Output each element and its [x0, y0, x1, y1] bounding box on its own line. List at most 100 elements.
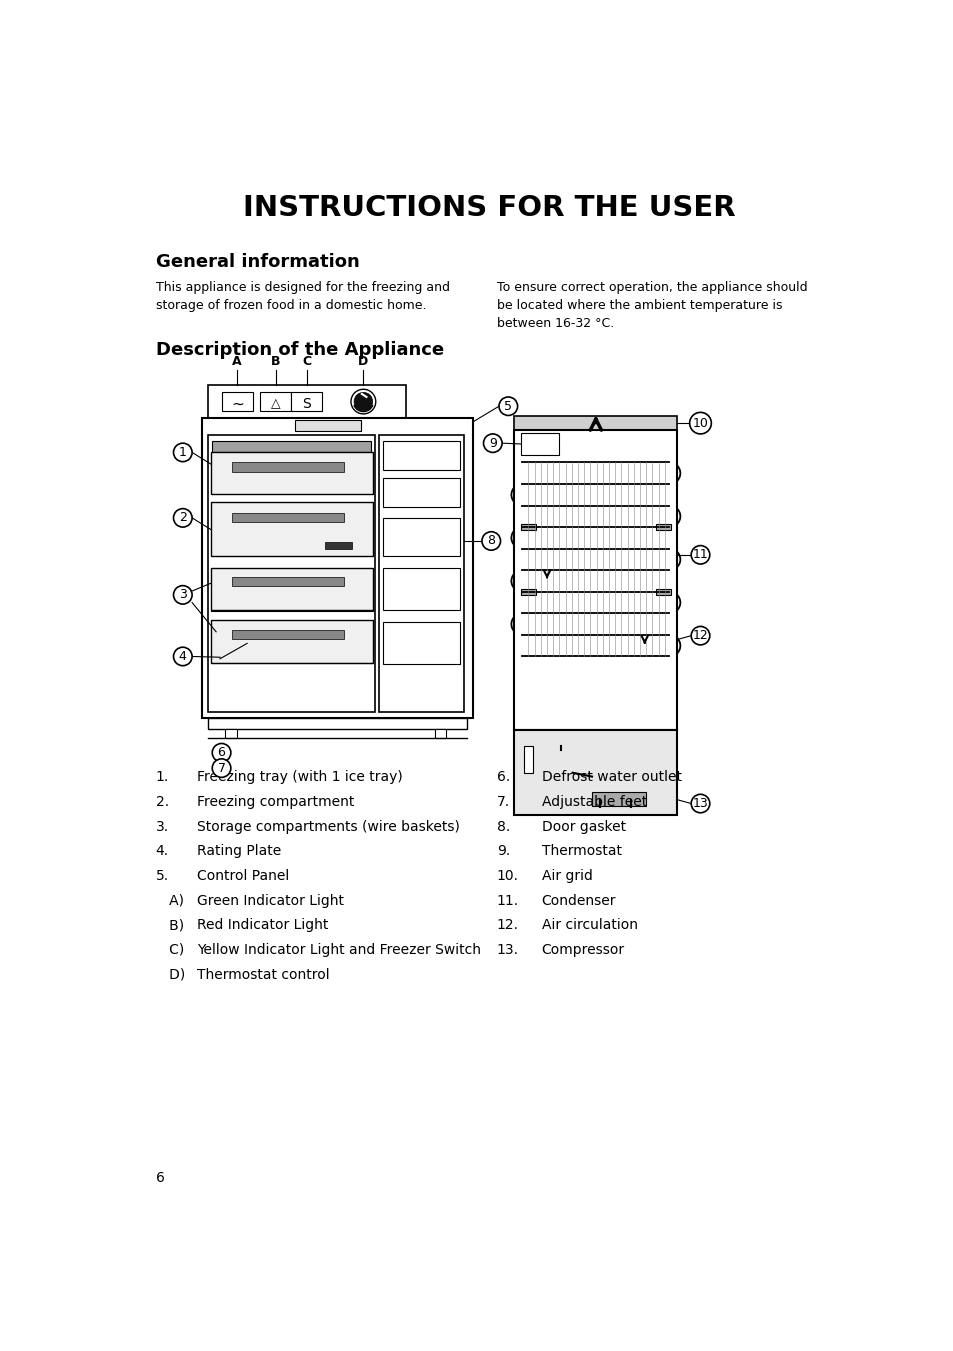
Bar [294, 420, 360, 431]
Text: △: △ [271, 397, 280, 411]
Text: Description of the Appliance: Description of the Appliance [155, 340, 443, 359]
Bar [514, 430, 677, 731]
Ellipse shape [590, 750, 639, 796]
Circle shape [689, 412, 711, 434]
Circle shape [498, 397, 517, 416]
Text: 2: 2 [178, 512, 187, 524]
Text: 1: 1 [178, 446, 187, 459]
Circle shape [173, 585, 192, 604]
Text: 4.: 4. [155, 844, 169, 858]
Text: 13: 13 [692, 797, 708, 811]
Text: Condenser: Condenser [541, 893, 616, 908]
Circle shape [481, 532, 500, 550]
Text: Thermostat control: Thermostat control [196, 967, 329, 982]
Bar [208, 385, 406, 417]
Text: D): D) [155, 967, 185, 982]
Bar [291, 392, 322, 411]
Text: 10.: 10. [497, 869, 518, 884]
Text: 5.: 5. [155, 869, 169, 884]
Bar [232, 462, 344, 471]
Text: Defrost water outlet: Defrost water outlet [541, 770, 680, 785]
Text: Door gasket: Door gasket [541, 820, 625, 834]
Text: 4: 4 [178, 650, 187, 663]
Text: 5: 5 [504, 400, 512, 412]
Text: 3: 3 [178, 588, 187, 601]
Bar [208, 435, 375, 712]
Text: 6.: 6. [497, 770, 510, 785]
Text: D: D [358, 355, 368, 369]
Circle shape [173, 508, 192, 527]
Text: Control Panel: Control Panel [196, 869, 289, 884]
Bar [260, 392, 291, 411]
Text: 8.: 8. [497, 820, 510, 834]
Text: INSTRUCTIONS FOR THE USER: INSTRUCTIONS FOR THE USER [242, 195, 735, 223]
Circle shape [173, 443, 192, 462]
Text: A: A [232, 355, 242, 369]
Bar [208, 719, 467, 728]
Bar [382, 567, 459, 611]
Bar [211, 451, 373, 494]
Text: 2.: 2. [155, 794, 169, 809]
Bar [520, 589, 536, 594]
Text: 3.: 3. [155, 820, 169, 834]
Text: 6: 6 [217, 746, 225, 759]
Bar [211, 567, 373, 611]
Text: C): C) [155, 943, 184, 957]
Bar [382, 478, 459, 507]
Text: General information: General information [155, 253, 359, 272]
Text: 12: 12 [692, 630, 708, 642]
Bar [655, 589, 670, 594]
Text: Air grid: Air grid [541, 869, 592, 884]
Text: ~: ~ [232, 396, 244, 412]
Bar [212, 440, 371, 451]
Bar [324, 543, 352, 549]
Bar [202, 417, 473, 719]
Bar [232, 577, 344, 586]
Text: Yellow Indicator Light and Freezer Switch: Yellow Indicator Light and Freezer Switc… [196, 943, 480, 957]
Bar [382, 440, 459, 470]
Bar [211, 503, 373, 557]
Text: Freezing compartment: Freezing compartment [196, 794, 354, 809]
Text: 8: 8 [487, 535, 495, 547]
Text: 13.: 13. [497, 943, 518, 957]
Text: Thermostat: Thermostat [541, 844, 621, 858]
Text: 9.: 9. [497, 844, 510, 858]
Bar [523, 746, 533, 773]
Circle shape [691, 627, 709, 644]
Bar [222, 392, 253, 411]
Text: C: C [302, 355, 311, 369]
Circle shape [351, 389, 375, 413]
Bar [225, 728, 236, 738]
Text: 1.: 1. [155, 770, 169, 785]
Circle shape [691, 546, 709, 565]
Text: Rating Plate: Rating Plate [196, 844, 281, 858]
Text: 6: 6 [155, 1171, 164, 1185]
Circle shape [483, 434, 501, 453]
Text: Red Indicator Light: Red Indicator Light [196, 919, 328, 932]
Text: 10: 10 [692, 416, 708, 430]
Circle shape [691, 794, 709, 813]
Bar [211, 620, 373, 662]
Bar [520, 434, 558, 455]
Text: Air circulation: Air circulation [541, 919, 637, 932]
Text: 11.: 11. [497, 893, 518, 908]
Bar [382, 517, 459, 557]
Text: S: S [302, 397, 311, 411]
Text: 12.: 12. [497, 919, 518, 932]
Bar [592, 792, 645, 805]
Text: A): A) [155, 893, 184, 908]
Bar [232, 630, 344, 639]
Text: Storage compartments (wire baskets): Storage compartments (wire baskets) [196, 820, 459, 834]
Bar [514, 731, 677, 815]
Bar [520, 524, 536, 530]
Circle shape [173, 647, 192, 666]
Bar [232, 513, 344, 523]
Text: B): B) [155, 919, 184, 932]
Text: B: B [271, 355, 280, 369]
Text: Compressor: Compressor [541, 943, 624, 957]
Text: To ensure correct operation, the appliance should
be located where the ambient t: To ensure correct operation, the applian… [497, 281, 806, 331]
Bar [435, 728, 446, 738]
Circle shape [354, 392, 373, 411]
Bar [514, 416, 677, 430]
Text: 7: 7 [217, 762, 225, 774]
